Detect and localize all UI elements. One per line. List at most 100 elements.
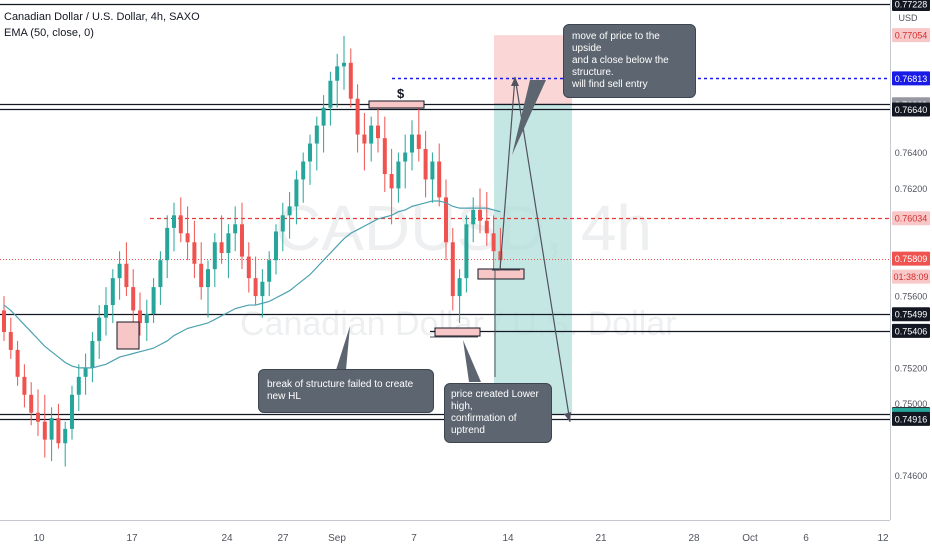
candle-body — [301, 161, 306, 180]
candle-body — [212, 242, 217, 270]
price-tick-label: 0.74600 — [895, 471, 928, 481]
candle-body — [192, 242, 197, 264]
candle-body — [246, 256, 251, 279]
candle-body — [382, 138, 387, 175]
callout-lower-high-line-1: price created Lower high, — [451, 389, 539, 412]
candle-body — [280, 215, 285, 232]
price-tick-label: 0.75600 — [895, 292, 928, 302]
structure-box-3 — [477, 268, 525, 280]
price-label: 0.74916 — [895, 414, 928, 424]
time-tick-label: 10 — [33, 533, 45, 544]
candle-body — [158, 260, 163, 288]
time-tick-label: 28 — [688, 533, 700, 544]
callout-break-structure: break of structure failed to create new … — [258, 369, 434, 413]
price-label: 0.76640 — [895, 105, 928, 115]
candle-body — [457, 278, 462, 297]
price-tick-label: 0.75000 — [895, 399, 928, 409]
callout-break-tail — [336, 326, 350, 370]
candle-body — [444, 197, 448, 243]
price-label-box — [892, 102, 930, 117]
candle-body — [29, 394, 34, 413]
candle-body — [369, 125, 374, 144]
candle-body — [362, 134, 367, 144]
candle-body — [423, 148, 428, 180]
watermark-symbol: CADUSD, 4h — [275, 192, 652, 264]
structure-box-2 — [434, 327, 481, 337]
callout-lower-tail — [463, 340, 481, 382]
candle-body — [226, 233, 231, 254]
price-label-box — [892, 411, 930, 426]
candle-body — [376, 125, 380, 139]
ema-line — [3, 200, 501, 369]
candle-body — [294, 179, 299, 207]
candle-body — [151, 287, 156, 315]
time-tick-label: 27 — [277, 533, 289, 544]
time-tick-label: 14 — [502, 533, 514, 544]
candle-body — [2, 310, 6, 332]
candle-body — [396, 161, 401, 189]
candle-body — [206, 269, 210, 288]
candle-body — [498, 251, 503, 261]
candle-body — [138, 310, 142, 323]
candle-body — [124, 263, 129, 288]
price-label-box — [892, 307, 930, 322]
indicator-label: EMA (50, close, 0) — [4, 27, 94, 39]
candle-body — [308, 143, 312, 162]
time-tick-label: Oct — [742, 533, 758, 544]
structure-box-0 — [368, 100, 425, 109]
price-label: 0.75809 — [895, 254, 928, 264]
chart-legend: Canadian Dollar / U.S. Dollar, 4h, SAXO … — [4, 9, 200, 41]
time-tick-label: 12 — [877, 533, 889, 544]
candle-body — [267, 260, 272, 282]
symbol-title: Canadian Dollar / U.S. Dollar, 4h, SAXO — [4, 11, 200, 23]
candle-body — [22, 376, 27, 395]
price-tick-label: 0.76400 — [895, 148, 928, 158]
projection-arrow-up — [511, 77, 519, 86]
price-label-box — [892, 28, 930, 43]
callout-sell-entry-line-3: will find sell entry — [572, 79, 648, 90]
countdown-label: 01:38:09 — [893, 272, 928, 282]
candle-body — [56, 418, 61, 444]
candle-body — [335, 66, 340, 81]
candle-body — [437, 161, 442, 198]
candle-body — [491, 233, 496, 252]
candle-body — [240, 224, 244, 257]
price-label-box — [892, 0, 930, 11]
time-tick-label: 17 — [126, 533, 138, 544]
time-tick-label: 7 — [411, 533, 417, 544]
callout-sell-entry-line-2: and a close below the structure. — [572, 55, 669, 78]
time-tick-label: Sep — [328, 533, 346, 544]
candle-body — [321, 107, 326, 126]
candle-body — [464, 224, 469, 279]
candle-body — [97, 317, 102, 341]
lower-high-pointer — [494, 269, 520, 377]
price-label: 0.76813 — [895, 74, 928, 84]
projection-arrow-down — [564, 412, 571, 422]
price-tick-label: 0.76200 — [895, 184, 928, 194]
candle-body — [355, 98, 360, 135]
price-label: 0.76034 — [895, 214, 928, 224]
candle-body — [185, 233, 190, 243]
candle-body — [199, 263, 204, 288]
callout-lower-high: price created Lower high, confirmation o… — [444, 383, 552, 443]
candle-body — [410, 134, 414, 153]
callout-lower-high-line-2: confirmation of uptrend — [451, 413, 517, 436]
currency-label: USD — [898, 13, 918, 23]
callout-sell-entry-line-1: move of price to the upside — [572, 31, 660, 54]
candle-body — [219, 242, 224, 254]
candle-body — [70, 394, 74, 429]
candle-body — [348, 62, 353, 99]
candle-body — [104, 305, 108, 318]
callout-break-structure-text: break of structure failed to create new … — [267, 379, 414, 402]
candle-body — [484, 220, 489, 234]
candle-body — [314, 125, 319, 144]
candle-body — [233, 224, 238, 234]
candle-body — [253, 278, 258, 297]
candle-body — [389, 174, 394, 189]
price-label: 0.77054 — [895, 31, 928, 41]
candle-body — [328, 80, 333, 108]
callout-sell-entry: move of price to the upside and a close … — [563, 24, 696, 98]
